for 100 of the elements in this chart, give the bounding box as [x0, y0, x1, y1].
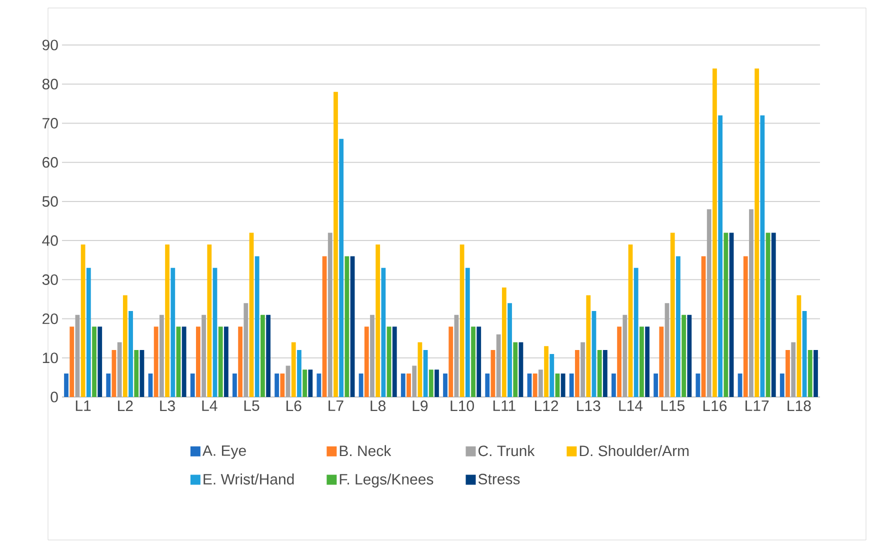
bar — [729, 232, 734, 397]
bar — [460, 244, 464, 397]
y-tick-label: 50 — [42, 196, 58, 207]
bar — [743, 256, 748, 397]
bar — [640, 326, 644, 397]
bar — [182, 326, 186, 397]
bar — [339, 138, 344, 397]
bar — [86, 268, 91, 397]
bar — [760, 115, 765, 397]
bar — [802, 310, 807, 397]
bar — [98, 326, 102, 397]
x-tick-label: L8 — [370, 400, 386, 412]
bar — [159, 314, 164, 397]
x-tick-label: L14 — [619, 400, 643, 411]
bar — [485, 374, 490, 397]
bar — [196, 326, 200, 397]
bar — [448, 326, 454, 397]
bar — [381, 268, 386, 397]
x-tick-label: L11 — [493, 400, 516, 411]
bar — [490, 350, 496, 397]
y-tick-label: 70 — [42, 118, 58, 129]
x-tick-label: L16 — [703, 400, 727, 412]
bar — [434, 370, 439, 397]
bar — [645, 326, 650, 397]
bar — [814, 350, 818, 397]
bar — [244, 303, 248, 397]
bar — [560, 374, 566, 397]
bar — [291, 342, 296, 397]
bar — [724, 232, 728, 397]
bar — [386, 326, 392, 397]
bar — [400, 374, 406, 397]
bar — [117, 342, 122, 397]
bar — [518, 342, 524, 397]
bar — [544, 346, 548, 397]
y-tick-label: 40 — [42, 235, 58, 246]
bar — [140, 350, 144, 397]
bar — [165, 244, 170, 397]
bar — [586, 295, 591, 397]
bar — [70, 326, 74, 397]
bar — [260, 314, 265, 397]
bar — [454, 314, 459, 397]
bar — [550, 354, 554, 397]
bar — [128, 310, 133, 397]
bar — [344, 256, 350, 397]
bar — [218, 326, 223, 397]
y-tick-label: 60 — [42, 157, 58, 168]
bar — [664, 303, 670, 397]
bar — [527, 374, 532, 397]
bar — [302, 370, 308, 397]
x-tick-label: L6 — [286, 400, 302, 412]
bar — [676, 256, 680, 397]
bar — [555, 374, 560, 397]
legend-label: B. Neck — [340, 445, 392, 456]
bar — [670, 232, 675, 397]
bar — [628, 244, 633, 397]
bar — [266, 314, 271, 397]
bar — [687, 314, 692, 397]
bar — [659, 326, 664, 397]
bar — [502, 287, 506, 397]
bar — [224, 326, 228, 397]
bar — [682, 314, 686, 397]
bar — [80, 244, 86, 397]
bar — [754, 68, 760, 397]
bar — [718, 115, 723, 397]
x-tick-label: L4 — [202, 400, 218, 411]
bar — [597, 350, 602, 397]
bar — [791, 342, 796, 397]
bar — [238, 326, 243, 397]
bar — [569, 374, 574, 397]
bar — [508, 303, 512, 397]
x-tick-label: L12 — [534, 400, 558, 411]
bar — [134, 350, 139, 397]
bar — [496, 334, 501, 397]
y-tick-label: 30 — [42, 274, 58, 285]
bar — [696, 374, 700, 397]
x-tick-label: L7 — [328, 400, 344, 411]
bar — [418, 342, 422, 397]
bar — [796, 295, 802, 397]
bar — [428, 370, 434, 397]
bar — [358, 374, 364, 397]
bar — [771, 232, 776, 397]
bar — [297, 350, 302, 397]
x-tick-label: L13 — [577, 400, 600, 412]
bar — [316, 374, 322, 397]
bar — [190, 374, 195, 397]
bar — [232, 374, 237, 397]
bar — [443, 374, 448, 397]
x-tick-label: L9 — [412, 400, 428, 412]
bar — [476, 326, 482, 397]
bar — [617, 326, 622, 397]
x-tick-label: L5 — [244, 400, 260, 411]
x-tick-label: L10 — [450, 400, 474, 412]
bar — [280, 374, 285, 397]
bar — [106, 374, 111, 397]
bar — [202, 314, 206, 397]
bar — [286, 366, 290, 397]
bar — [148, 374, 153, 397]
bar — [701, 256, 706, 397]
x-tick-label: L2 — [118, 400, 133, 411]
bar — [712, 68, 717, 397]
